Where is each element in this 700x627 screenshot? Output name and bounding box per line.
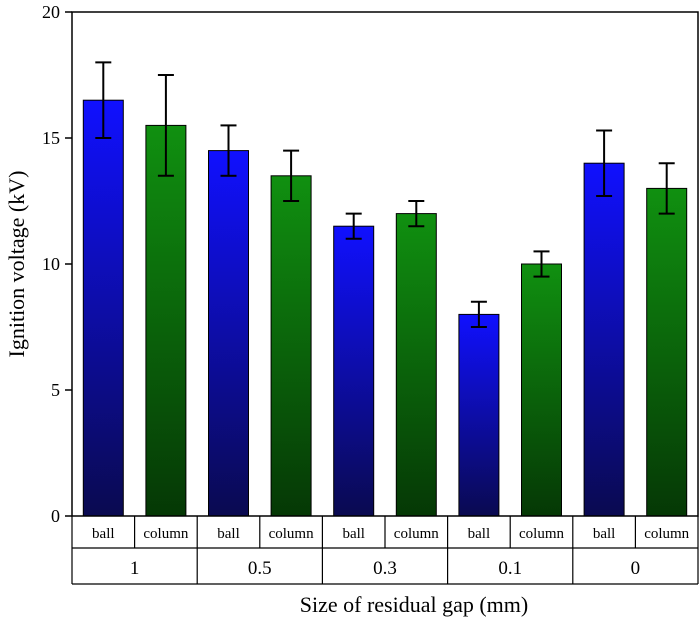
error-bar-column-0: [658, 162, 675, 215]
group-label-0.3: 0.3: [373, 558, 397, 579]
error-bar-ball-1: [95, 61, 112, 139]
error-bars-layer: [95, 61, 675, 328]
y-axis: 0 5 10 15 20: [42, 2, 72, 526]
error-bar-ball-0.3: [345, 212, 362, 240]
category-label-column: column: [143, 526, 188, 542]
category-label-ball: ball: [468, 526, 491, 542]
category-label-column: column: [269, 526, 314, 542]
error-bar-ball-0.1: [470, 300, 487, 328]
bar-ball-0: [583, 162, 625, 517]
bar-ball-0.1: [458, 313, 500, 517]
bar-column-0.5: [270, 175, 312, 517]
error-bar-column-1: [157, 74, 174, 177]
category-label-column: column: [644, 526, 689, 542]
group-label-1: 1: [130, 558, 140, 579]
category-label-ball: ball: [217, 526, 240, 542]
y-tick-label-15: 15: [42, 128, 60, 148]
bar-column-1: [145, 124, 187, 517]
y-tick-label-0: 0: [51, 506, 60, 526]
error-bar-column-0.1: [533, 250, 550, 278]
bar-column-0.3: [395, 213, 437, 517]
error-bar-ball-0: [596, 129, 613, 197]
error-bar-column-0.5: [283, 149, 300, 202]
y-tick-label-20: 20: [42, 2, 60, 22]
category-label-column: column: [394, 526, 439, 542]
y-tick-label-5: 5: [51, 380, 60, 400]
group-label-0.5: 0.5: [248, 558, 272, 579]
error-bar-column-0.3: [408, 200, 425, 228]
y-tick-label-10: 10: [42, 254, 60, 274]
bar-column-0: [646, 187, 688, 517]
error-bar-ball-0.5: [220, 124, 237, 177]
bar-ball-1: [82, 99, 124, 517]
category-label-ball: ball: [593, 526, 616, 542]
group-label-0: 0: [631, 558, 641, 579]
category-label-ball: ball: [92, 526, 115, 542]
y-axis-title: Ignition voltage (kV): [4, 171, 29, 358]
bar-ball-0.3: [333, 225, 375, 517]
bar-column-0.1: [521, 263, 562, 517]
group-label-0.1: 0.1: [498, 558, 522, 579]
bars-layer: [82, 99, 688, 517]
category-label-column: column: [519, 526, 564, 542]
category-label-ball: ball: [342, 526, 365, 542]
bar-ball-0.5: [208, 150, 249, 517]
x-axis-title: Size of residual gap (mm): [300, 592, 529, 617]
